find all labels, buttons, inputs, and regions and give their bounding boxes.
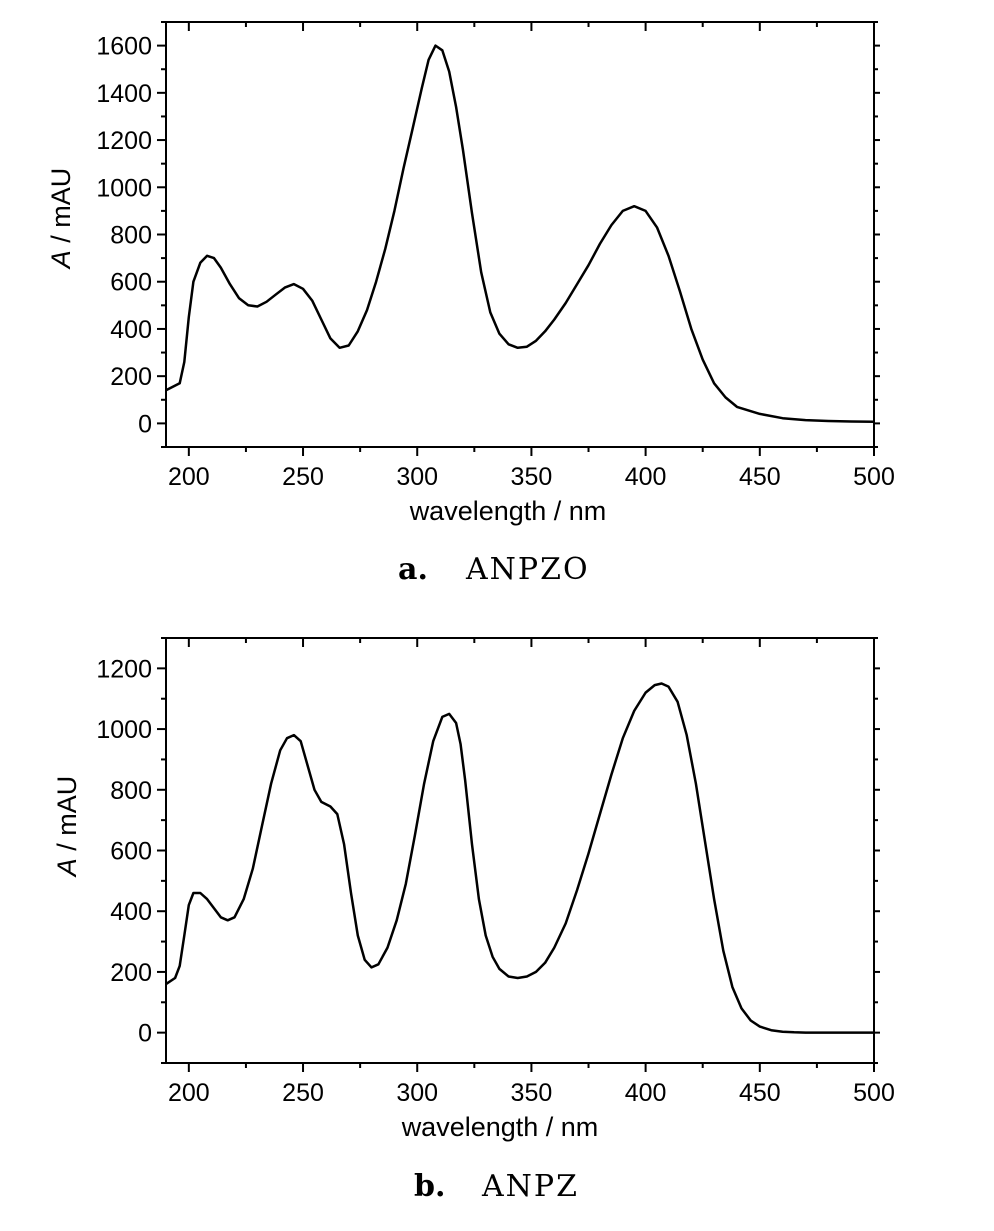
x-tick-labels: 200 250 300 350 400 450 500 <box>168 463 895 491</box>
y-axis-label-unit: / mAU <box>46 168 76 251</box>
y-tick-label: 1400 <box>96 80 152 108</box>
x-tick-label: 250 <box>282 1079 324 1107</box>
caption-name: ANPZ <box>481 1169 579 1204</box>
y-tick-label: 600 <box>110 838 152 866</box>
plot-frame <box>165 637 875 1064</box>
x-tick-label: 350 <box>511 1079 553 1107</box>
y-tick-label: 400 <box>110 316 152 344</box>
x-tick-label: 300 <box>396 1079 438 1107</box>
x-tick-label: 500 <box>853 463 895 491</box>
x-tick-label: 350 <box>511 463 553 491</box>
x-axis-label: wavelength / nm <box>409 496 607 526</box>
caption-letter: b. <box>414 1169 445 1204</box>
y-axis-label-symbol: A <box>52 858 82 878</box>
x-tick-labels: 200 250 300 350 400 450 500 <box>168 1079 895 1107</box>
x-axis-label: wavelength / nm <box>401 1112 599 1142</box>
axis-ticks <box>157 21 880 456</box>
y-tick-label: 800 <box>110 777 152 805</box>
y-tick-label: 200 <box>110 959 152 987</box>
plot-frame <box>165 21 875 448</box>
x-tick-label: 200 <box>168 463 210 491</box>
x-tick-label: 400 <box>625 463 667 491</box>
y-tick-label: 800 <box>110 222 152 250</box>
y-tick-label: 1600 <box>96 33 152 61</box>
y-tick-labels: 0 200 400 600 800 1000 1200 <box>96 655 152 1047</box>
y-tick-label: 1200 <box>96 655 152 683</box>
caption-name: ANPZO <box>465 552 590 587</box>
x-tick-label: 500 <box>853 1079 895 1107</box>
absorbance-line <box>165 682 874 1034</box>
x-tick-label: 200 <box>168 1079 210 1107</box>
x-tick-label: 250 <box>282 463 324 491</box>
chart-anpz: 200 250 300 350 400 450 500 0 200 400 600 800 1000 1… <box>52 637 895 1204</box>
absorbance-line <box>165 44 875 423</box>
y-axis-label-symbol: A <box>46 250 76 270</box>
y-tick-label: 0 <box>138 1020 152 1048</box>
y-tick-label: 1000 <box>96 716 152 744</box>
y-tick-label: 400 <box>110 898 152 926</box>
y-tick-labels: 0 200 400 600 800 1000 1200 1400 1600 <box>96 33 152 439</box>
y-axis-label: A / mAU <box>46 168 76 271</box>
y-axis-label-unit: / mAU <box>52 776 82 859</box>
axis-ticks <box>157 637 880 1072</box>
chart-anpzo: 200 250 300 350 400 450 500 0 200 400 600 800 1000 1… <box>46 21 895 587</box>
caption-letter: a. <box>398 552 428 587</box>
y-tick-label: 1200 <box>96 127 152 155</box>
y-tick-label: 200 <box>110 363 152 391</box>
y-axis-label: A / mAU <box>52 776 82 879</box>
x-tick-label: 400 <box>625 1079 667 1107</box>
y-tick-label: 0 <box>138 410 152 438</box>
y-tick-label: 600 <box>110 269 152 297</box>
x-tick-label: 450 <box>739 1079 781 1107</box>
x-tick-label: 450 <box>739 463 781 491</box>
y-tick-label: 1000 <box>96 174 152 202</box>
x-tick-label: 300 <box>396 463 438 491</box>
